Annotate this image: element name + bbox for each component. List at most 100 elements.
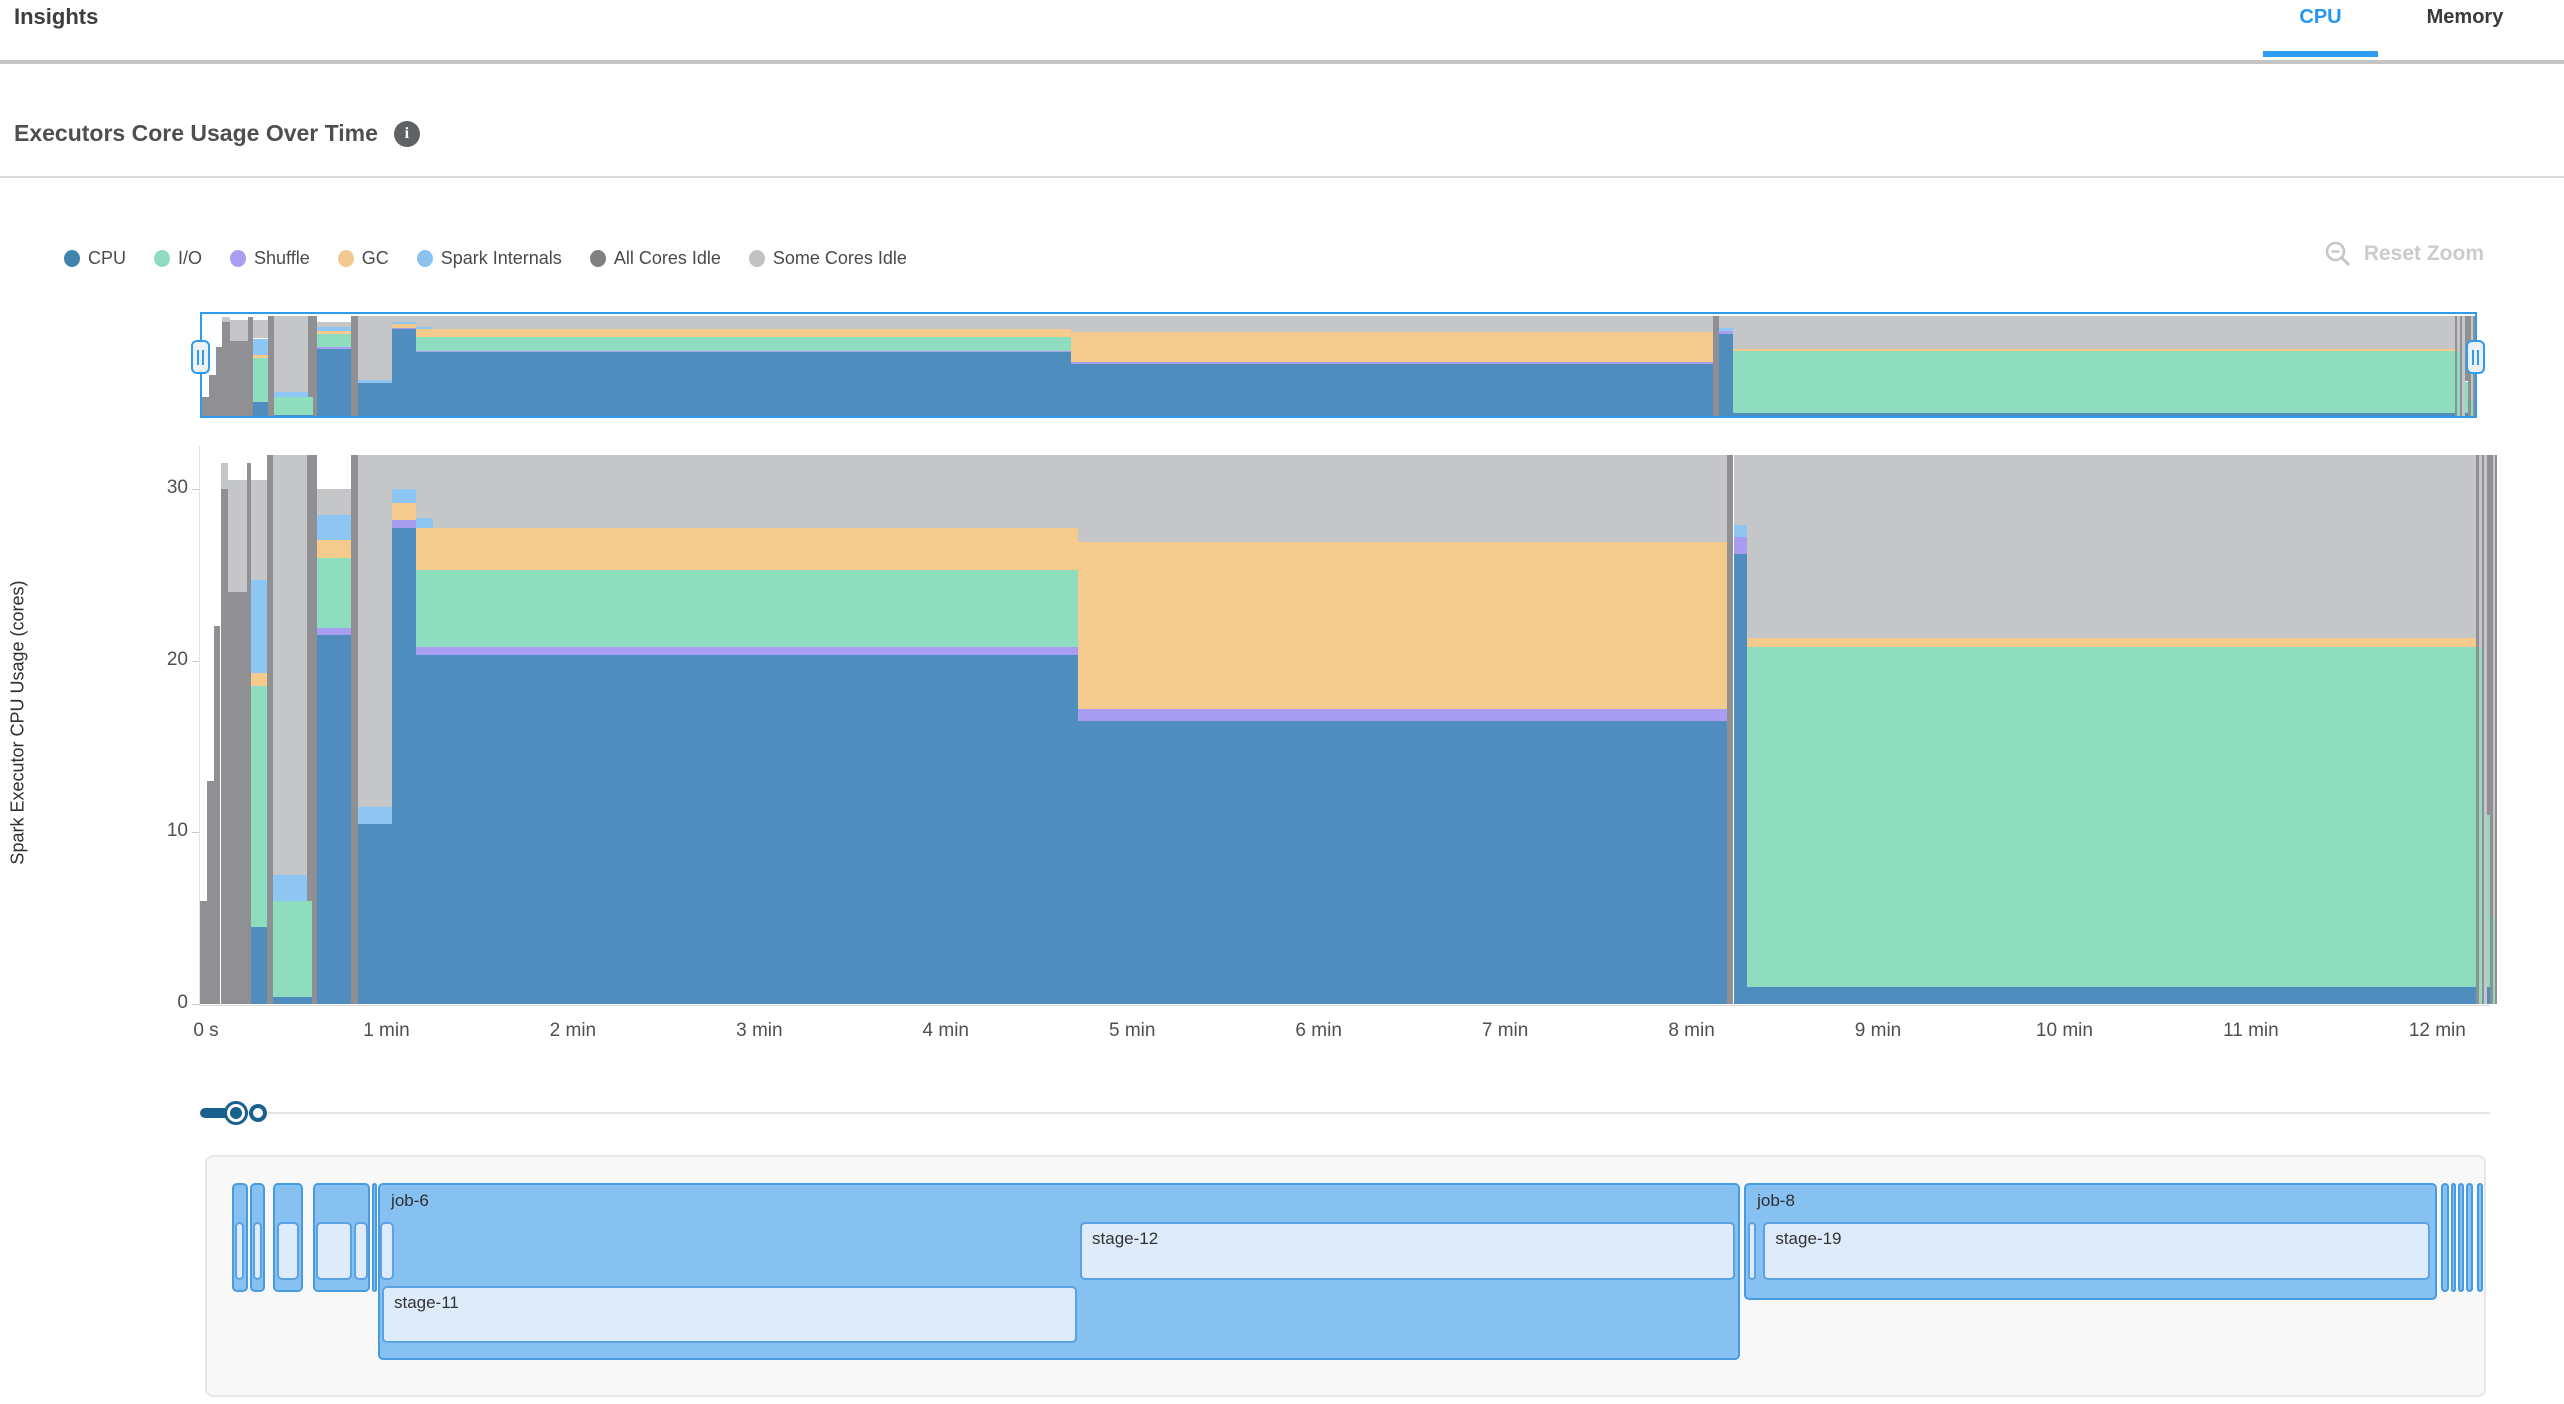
stage-bar[interactable] (252, 1222, 262, 1280)
chart-segment (311, 446, 317, 1004)
spark-area (1733, 524, 1748, 537)
legend-label: GC (361, 248, 389, 268)
allIdle-area (2495, 454, 2497, 1004)
minimap-plot[interactable] (202, 314, 2475, 416)
legend-item-someIdle[interactable]: Some Cores Idle (748, 248, 907, 269)
zoom-slider-track[interactable] (200, 1112, 2490, 1114)
spark-area (317, 326, 352, 332)
allIdle-area (220, 488, 228, 1004)
legend-item-gc[interactable]: GC (337, 248, 389, 269)
chart-segment (2462, 314, 2466, 416)
stage-bar[interactable] (1748, 1222, 1756, 1280)
tab-cpu[interactable]: CPU (2263, 6, 2378, 57)
legend-dot-gc (337, 250, 354, 267)
stage-bar-stage-11[interactable]: stage-11 (381, 1286, 1077, 1343)
main-chart-plot[interactable] (200, 446, 2497, 1004)
cpu-area (272, 997, 308, 1004)
cpu-area (392, 528, 417, 1004)
job-bar[interactable] (2451, 1183, 2457, 1292)
gc-area (251, 672, 268, 687)
gc-area (317, 331, 352, 335)
minimap-right-handle[interactable] (2466, 340, 2485, 374)
minimap-left-handle[interactable] (191, 340, 210, 374)
legend-label: Spark Internals (440, 248, 562, 268)
someIdle-area (316, 488, 351, 515)
legend-dot-someIdle (748, 250, 765, 267)
cpu-area (1733, 554, 1748, 1004)
legend-item-io[interactable]: I/O (154, 248, 202, 269)
stage-bar-stage-12[interactable]: stage-12 (1080, 1222, 1735, 1280)
chart-segment (1713, 314, 1720, 416)
io-area (2470, 400, 2474, 416)
shuffle-area (433, 646, 1079, 656)
job-bar[interactable] (2477, 1183, 2483, 1292)
tab-memory[interactable]: Memory (2400, 6, 2530, 56)
legend-dot-io (154, 250, 171, 267)
x-tick-label: 1 min (363, 1020, 410, 1041)
someIdle-area (2484, 454, 2487, 1004)
spark-area (316, 514, 351, 541)
reset-zoom-button[interactable]: Reset Zoom (2324, 240, 2484, 268)
zoom-slider-fill (200, 1108, 248, 1118)
stage-bar[interactable] (315, 1222, 353, 1280)
legend-item-shuffle[interactable]: Shuffle (230, 248, 310, 269)
stage-bar[interactable] (380, 1222, 395, 1280)
allIdle-area (248, 317, 253, 416)
chart-segment (351, 314, 358, 416)
shuffle-area (1719, 330, 1734, 334)
stage-bar-stage-19[interactable]: stage-19 (1763, 1222, 2431, 1280)
chart-segment (209, 314, 216, 416)
y-tick-mark (192, 488, 199, 490)
io-area (2457, 350, 2461, 416)
spark-area (252, 338, 269, 356)
chart-segment (392, 446, 417, 1004)
zoom-slider-handle-left[interactable] (227, 1104, 245, 1122)
io-area (308, 397, 313, 415)
chart-segment (433, 446, 1079, 1004)
io-area (273, 397, 309, 415)
someIdle-area (229, 320, 249, 341)
chart-segment (416, 314, 433, 416)
chart-segment (2482, 446, 2485, 1004)
legend-label: All Cores Idle (613, 248, 721, 268)
chart-segment (2486, 446, 2490, 1004)
minimap-selection[interactable] (200, 312, 2477, 418)
gc-area (1733, 349, 2455, 351)
info-icon[interactable]: i (393, 120, 420, 147)
someIdle-area (273, 315, 309, 393)
chart-segment (357, 314, 393, 416)
chart-segment (2484, 446, 2487, 1004)
job-bar[interactable] (2458, 1183, 2464, 1292)
someIdle-area (222, 317, 230, 322)
someIdle-area (251, 480, 268, 580)
legend-item-spark[interactable]: Spark Internals (416, 248, 562, 269)
x-tick-label: 2 min (549, 1020, 597, 1041)
cpu-area (1078, 720, 1727, 1004)
x-tick-label: 4 min (922, 1020, 969, 1041)
x-tick-label: 10 min (2035, 1020, 2093, 1041)
chart-legend: CPU I/O Shuffle GC Spark Internals All Cores … (64, 248, 907, 269)
allIdle-area (2482, 454, 2485, 1004)
stage-bar[interactable] (354, 1222, 369, 1280)
stage-bar[interactable] (234, 1222, 245, 1280)
allIdle-area (307, 454, 312, 901)
x-tick-label: 5 min (1108, 1020, 1156, 1041)
job-bar[interactable] (371, 1183, 377, 1292)
shuffle-area (416, 646, 434, 656)
chart-segment (2489, 446, 2493, 1004)
legend-item-cpu[interactable]: CPU (64, 248, 126, 269)
legend-item-allIdle[interactable]: All Cores Idle (589, 248, 721, 269)
cpu-area (416, 352, 433, 416)
allIdle-area (246, 463, 252, 1004)
zoom-slider-handle-right[interactable] (249, 1104, 267, 1122)
shuffle-area (317, 347, 352, 349)
someIdle-area (1747, 454, 2477, 639)
shuffle-area (316, 628, 351, 635)
job-bar[interactable] (2465, 1183, 2474, 1292)
shuffle-area (1733, 537, 1748, 555)
chart-segment (267, 446, 273, 1004)
stage-bar[interactable] (277, 1222, 299, 1280)
cpu-area (251, 926, 268, 1004)
job-bar[interactable] (2441, 1183, 2449, 1292)
chart-segment (2492, 446, 2496, 1004)
